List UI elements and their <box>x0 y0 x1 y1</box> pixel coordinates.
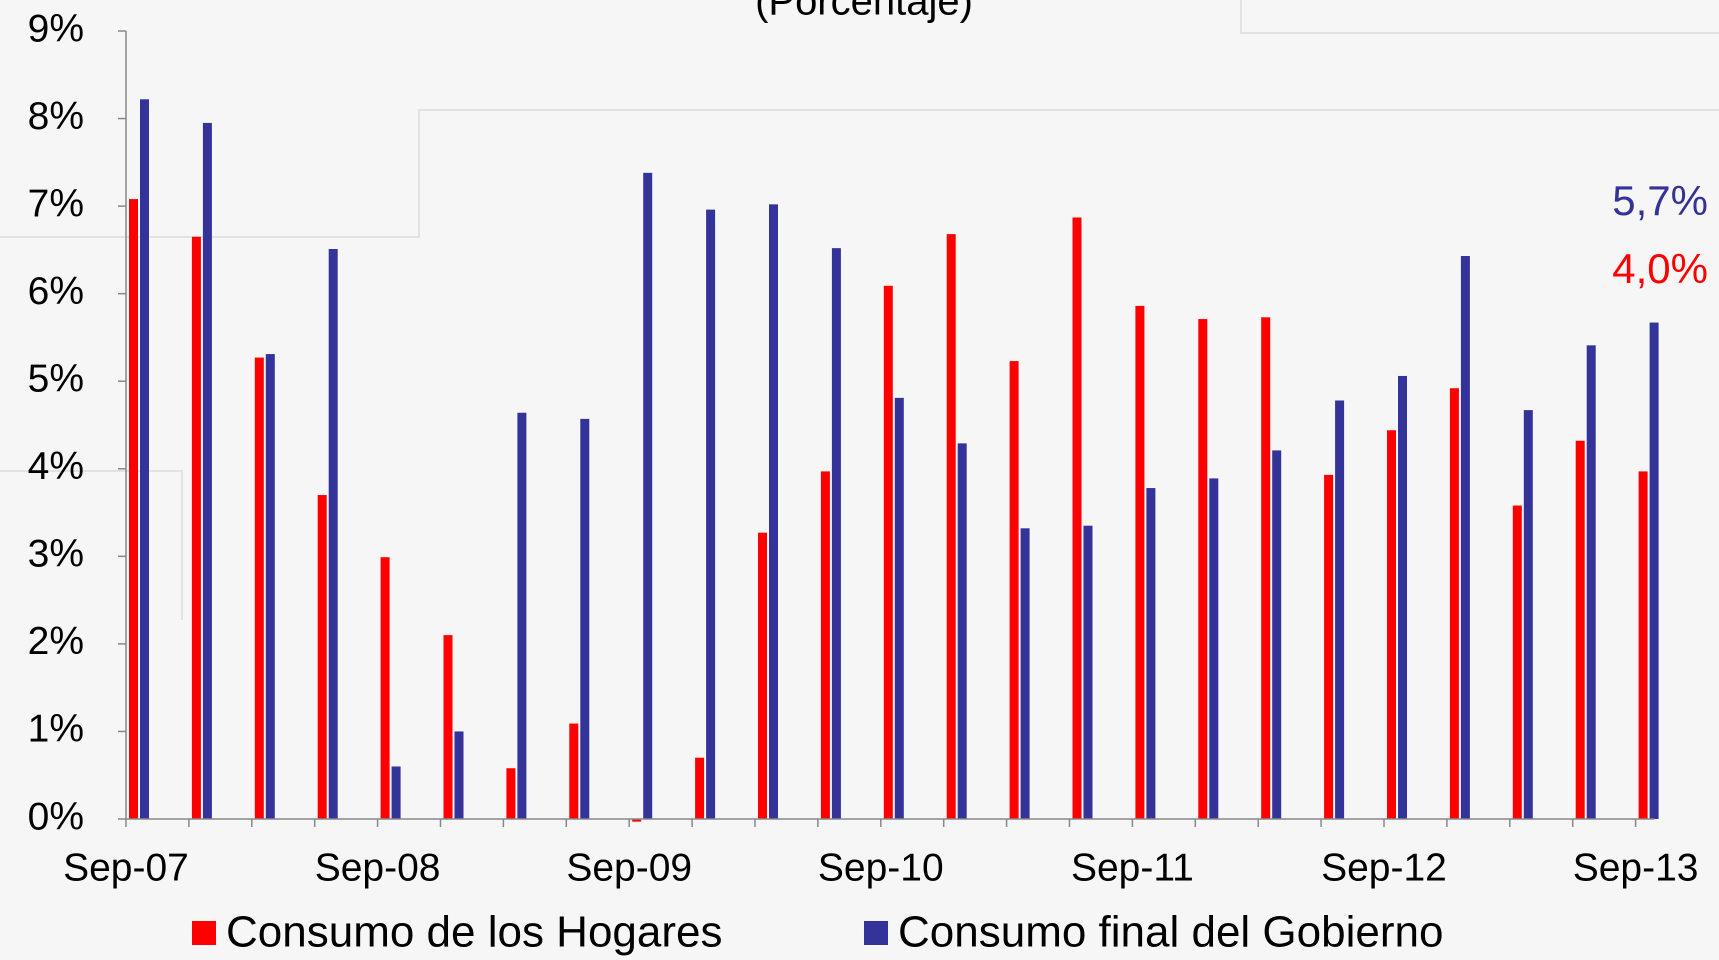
bar <box>265 354 275 819</box>
bar <box>580 418 590 819</box>
annotation: 5,7% <box>1612 177 1708 224</box>
bar <box>1198 319 1208 819</box>
annotation: 4,0% <box>1612 245 1708 292</box>
bar <box>454 731 464 819</box>
x-tick-label: Sep-13 <box>1573 846 1699 889</box>
bar <box>643 172 653 820</box>
y-tick-label: 6% <box>28 270 84 313</box>
legend-swatch <box>192 921 216 945</box>
bar <box>140 99 149 819</box>
bar <box>1586 345 1596 819</box>
bar <box>569 723 579 819</box>
bar <box>820 471 830 819</box>
background-frame <box>0 109 1719 238</box>
legend-label: Consumo de los Hogares <box>226 908 722 957</box>
bar <box>957 443 967 819</box>
bar <box>632 819 642 822</box>
bar <box>758 532 767 819</box>
bar <box>129 199 138 819</box>
bar <box>328 249 338 820</box>
bar <box>191 236 201 819</box>
bar <box>317 495 327 819</box>
x-tick-label: Sep-10 <box>818 846 944 889</box>
bar <box>1460 256 1470 819</box>
bar <box>506 768 516 819</box>
legend-label: Consumo final del Gobierno <box>898 908 1443 957</box>
bar <box>1649 322 1659 819</box>
bar <box>517 412 527 819</box>
background-frame <box>0 470 183 620</box>
y-tick-label: 9% <box>28 7 84 50</box>
y-tick-label: 5% <box>28 358 84 401</box>
bar <box>1261 317 1271 819</box>
bar <box>1387 430 1396 819</box>
chart-subtitle: (Porcentaje) <box>755 0 973 24</box>
x-tick-label: Sep-12 <box>1321 846 1447 889</box>
bar <box>1209 478 1219 819</box>
bar <box>1575 440 1585 819</box>
y-tick-label: 4% <box>28 445 84 488</box>
bar <box>1083 525 1093 819</box>
bar <box>1009 361 1019 819</box>
bar <box>1020 528 1030 819</box>
bar <box>1272 450 1282 819</box>
x-tick-label: Sep-11 <box>1071 846 1194 889</box>
bar <box>1512 505 1522 819</box>
bar <box>1146 488 1156 819</box>
y-tick-label: 3% <box>28 533 84 576</box>
y-tick-label: 2% <box>28 620 84 663</box>
bar <box>894 397 904 819</box>
bar <box>202 122 212 819</box>
bar <box>380 557 390 819</box>
bar <box>254 357 264 819</box>
bar <box>706 209 716 819</box>
bar <box>391 766 401 819</box>
x-tick-label: Sep-09 <box>566 846 692 889</box>
background-frame <box>1240 0 1719 34</box>
bar <box>1449 388 1459 819</box>
bar <box>769 204 778 820</box>
y-tick-label: 1% <box>28 708 84 751</box>
bar <box>1135 305 1145 819</box>
bar <box>831 248 841 820</box>
bar <box>1398 375 1407 819</box>
y-tick-label: 8% <box>28 95 84 138</box>
bar <box>1324 474 1334 819</box>
bar <box>946 234 956 819</box>
bar <box>1335 400 1345 819</box>
bar <box>1072 217 1082 819</box>
legend-swatch <box>864 921 888 945</box>
bar <box>1523 410 1533 819</box>
y-tick-label: 0% <box>28 795 84 838</box>
bar <box>883 285 893 820</box>
bar <box>695 757 705 819</box>
x-tick-label: Sep-07 <box>63 846 189 889</box>
x-tick-label: Sep-08 <box>315 846 441 889</box>
y-tick-label: 7% <box>28 182 84 225</box>
bar <box>1638 471 1648 819</box>
bar <box>443 635 453 819</box>
